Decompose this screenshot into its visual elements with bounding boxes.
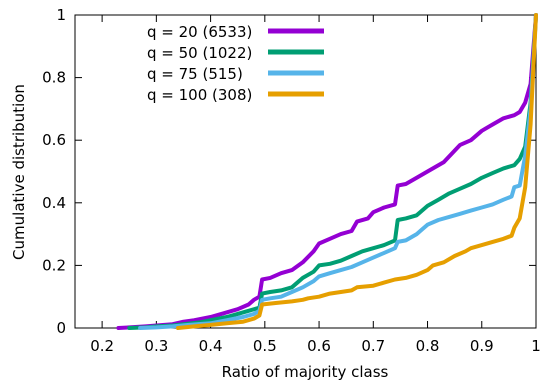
series-line-0 [116,13,538,330]
x-tick-label: 0.3 [144,337,168,355]
y-tick-label: 0.2 [42,256,66,274]
series-line-1 [127,13,538,330]
legend-label: q = 20 (6533) [147,23,252,41]
x-tick-label: 0.7 [361,337,385,355]
y-tick-label: 0 [56,319,66,337]
legend-label: q = 50 (1022) [147,44,252,62]
plot-frame [74,14,537,329]
series-layer [116,13,538,330]
legend-label: q = 100 (308) [147,86,252,104]
legend: q = 20 (6533) q = 50 (1022) q = 75 (515) q … [147,23,324,104]
y-tick-label: 0.4 [42,194,66,212]
series-line-3 [176,13,538,330]
y-tick-label: 0.8 [42,69,66,87]
axes: 0 0.2 0.4 0.6 0.8 1 0.2 0.3 0.4 0.5 0.6 0.7 0.8 0.9 1 [42,6,540,355]
x-tick-label: 0.5 [253,337,277,355]
series-line-2 [138,13,538,330]
legend-label: q = 75 (515) [147,65,243,83]
y-axis-label: Cumulative distribution [10,84,28,260]
x-tick-label: 0.2 [90,337,114,355]
x-tick-label: 1 [531,337,540,355]
y-tick-label: 1 [56,6,66,24]
x-tick-label: 0.6 [307,337,331,355]
y-tick-label: 0.6 [42,131,66,149]
x-tick-label: 0.4 [199,337,223,355]
x-tick-label: 0.8 [416,337,440,355]
x-tick-label: 0.9 [470,337,494,355]
x-axis-label: Ratio of majority class [222,363,389,381]
